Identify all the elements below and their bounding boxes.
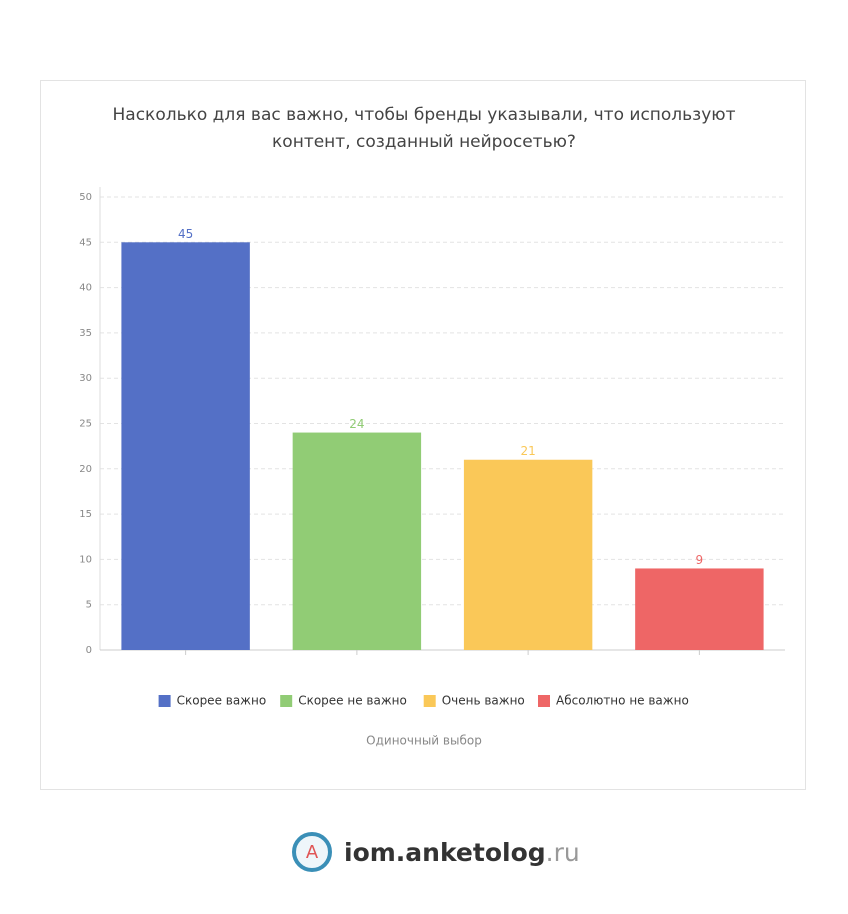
y-tick-label: 30 xyxy=(79,373,92,384)
logo[interactable]: A iom.anketolog.ru xyxy=(292,828,580,876)
bar xyxy=(635,568,764,650)
y-tick-label: 20 xyxy=(79,464,92,475)
legend-label: Скорее не важно xyxy=(298,694,407,708)
y-tick-label: 10 xyxy=(79,554,92,565)
legend-label: Скорее важно xyxy=(177,694,267,708)
data-label: 21 xyxy=(520,444,535,458)
legend-swatch xyxy=(158,695,171,707)
legend-label: Очень важно xyxy=(442,694,525,708)
y-tick-label: 50 xyxy=(79,192,92,203)
y-tick-label: 45 xyxy=(79,237,92,248)
chart-title: Насколько для вас важно, чтобы бренды ук… xyxy=(112,105,736,152)
logo-text: iom.anketolog xyxy=(344,837,546,867)
legend-label: Абсолютно не важно xyxy=(556,694,689,708)
legend-swatch xyxy=(280,695,293,707)
y-tick-label: 35 xyxy=(79,328,92,339)
bar xyxy=(121,242,250,651)
legend-swatch xyxy=(423,695,436,707)
y-tick-label: 25 xyxy=(79,419,92,430)
logo-icon: A xyxy=(292,832,332,872)
bar xyxy=(463,459,593,650)
chart-note: Одиночный выбор xyxy=(366,734,482,748)
y-tick-label: 15 xyxy=(79,509,92,520)
data-label: 45 xyxy=(178,227,193,241)
y-tick-label: 0 xyxy=(86,645,92,656)
y-tick-label: 5 xyxy=(86,600,92,611)
logo-suffix: .ru xyxy=(545,837,580,867)
chart-card xyxy=(40,80,806,790)
data-label: 9 xyxy=(696,553,704,567)
legend-swatch xyxy=(538,695,550,707)
data-label: 24 xyxy=(349,417,364,431)
y-tick-label: 40 xyxy=(79,283,92,294)
bar xyxy=(292,432,422,650)
